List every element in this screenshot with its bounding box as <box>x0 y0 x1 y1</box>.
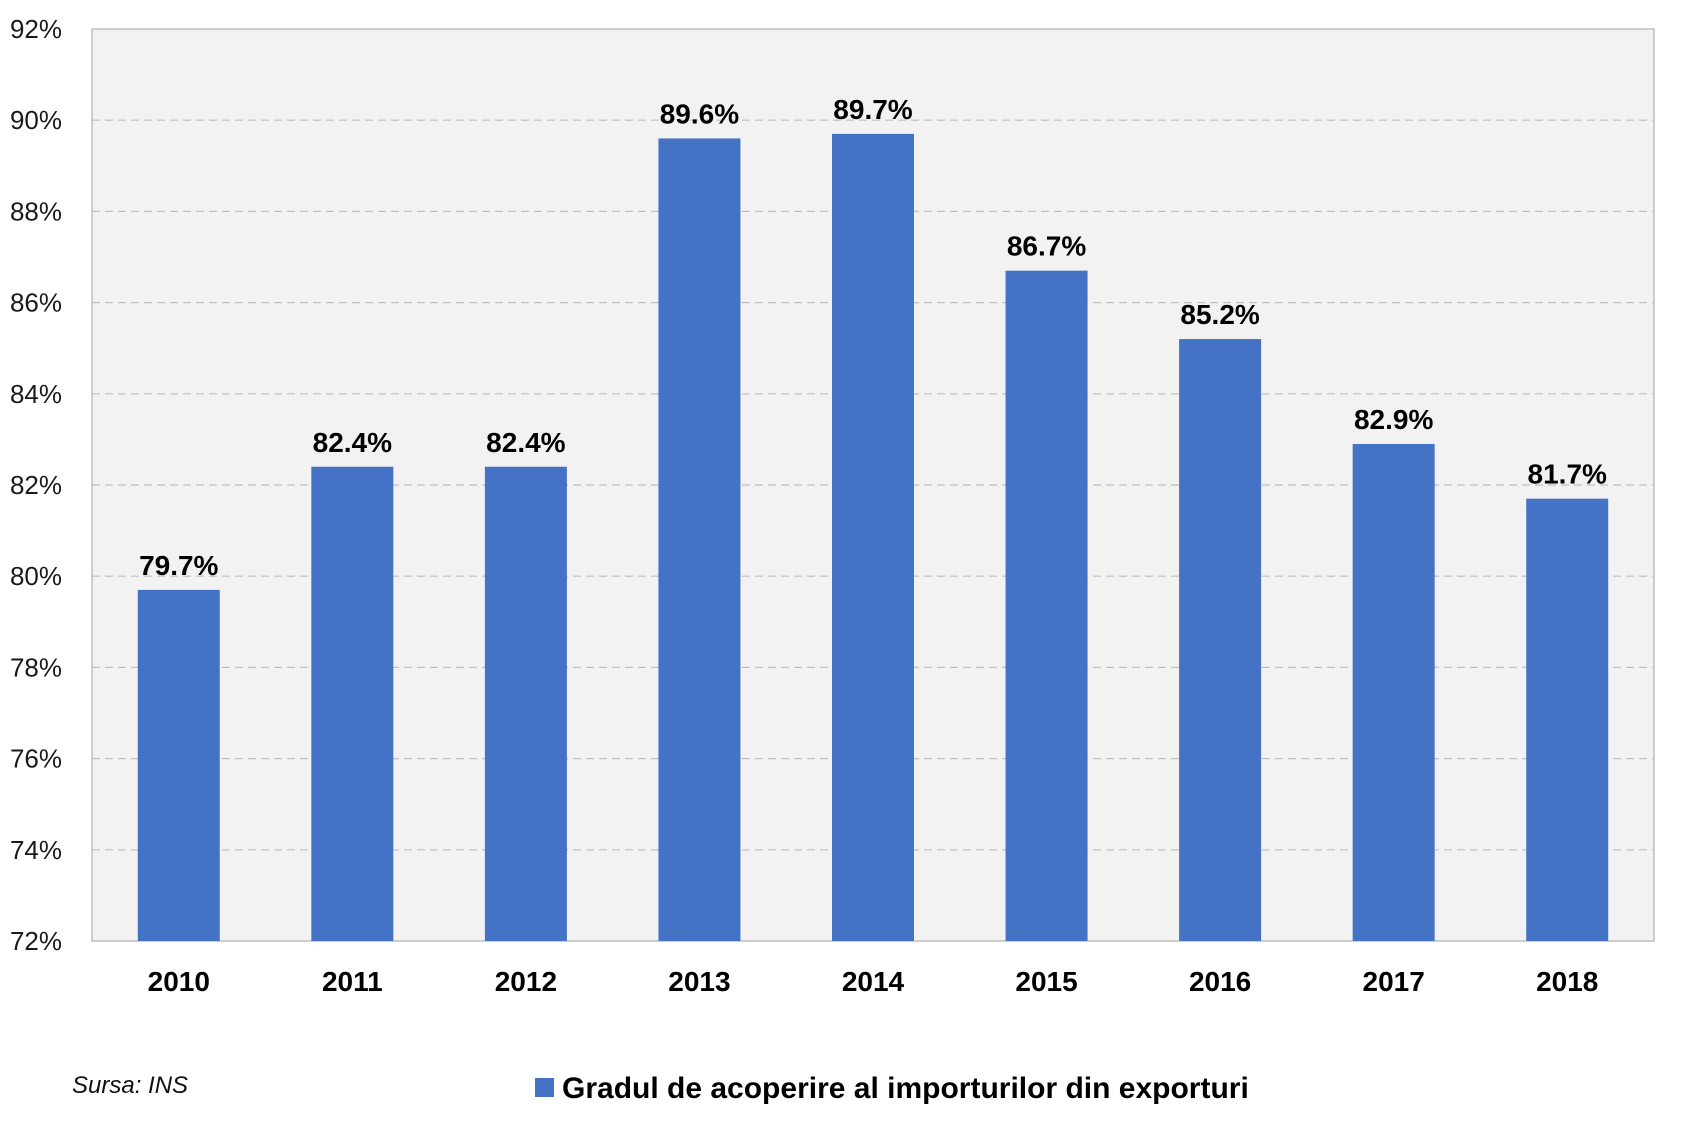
x-tick-label: 2013 <box>668 966 730 997</box>
x-tick-label: 2015 <box>1015 966 1077 997</box>
bar <box>832 133 914 941</box>
bar <box>1179 339 1262 942</box>
y-tick-label: 72% <box>10 926 62 956</box>
y-tick-label: 88% <box>10 196 62 226</box>
bars <box>137 133 1609 942</box>
x-tick-label: 2012 <box>495 966 557 997</box>
data-label: 86.7% <box>1007 231 1086 262</box>
data-label: 79.7% <box>139 550 218 581</box>
bar <box>658 138 741 941</box>
bar <box>1526 498 1609 941</box>
x-axis-ticks: 2010 2011 2012 2013 2014 2015 2016 2017 2018 <box>148 966 1599 997</box>
x-tick-label: 2011 <box>322 966 383 997</box>
y-tick-label: 78% <box>10 652 62 682</box>
x-tick-label: 2018 <box>1536 966 1598 997</box>
data-label: 85.2% <box>1180 299 1259 330</box>
y-tick-label: 80% <box>10 561 62 591</box>
bar <box>1005 270 1088 941</box>
data-label: 82.4% <box>313 427 392 458</box>
data-labels: 79.7% 82.4% 82.4% 89.6% 89.7% 86.7% 85.2% 82.9%… <box>139 94 1607 581</box>
bar <box>137 589 220 941</box>
y-tick-label: 74% <box>10 835 62 865</box>
data-label: 81.7% <box>1528 459 1607 490</box>
y-tick-label: 84% <box>10 379 62 409</box>
x-tick-label: 2016 <box>1189 966 1251 997</box>
y-tick-label: 90% <box>10 105 62 135</box>
y-tick-label: 82% <box>10 470 62 500</box>
legend-swatch <box>535 1078 554 1097</box>
y-tick-label: 92% <box>10 14 62 44</box>
legend-label: Gradul de acoperire al importurilor din … <box>562 1072 1249 1105</box>
x-tick-label: 2014 <box>842 966 905 997</box>
bar <box>484 466 567 941</box>
bar <box>1352 443 1435 941</box>
x-tick-label: 2017 <box>1363 966 1425 997</box>
y-tick-label: 86% <box>10 288 62 318</box>
x-tick-label: 2010 <box>148 966 210 997</box>
data-label: 82.4% <box>486 427 565 458</box>
source-note: Sursa: INS <box>72 1072 188 1099</box>
y-tick-label: 76% <box>10 744 62 774</box>
legend: Gradul de acoperire al importurilor din … <box>535 1072 1249 1105</box>
data-label: 89.6% <box>660 98 739 129</box>
y-axis-ticks: 72% 74% 76% 78% 80% 82% 84% 86% 88% 90% 92% <box>10 14 62 956</box>
data-label: 82.9% <box>1354 404 1433 435</box>
bar <box>311 466 394 941</box>
data-label: 89.7% <box>833 94 912 125</box>
